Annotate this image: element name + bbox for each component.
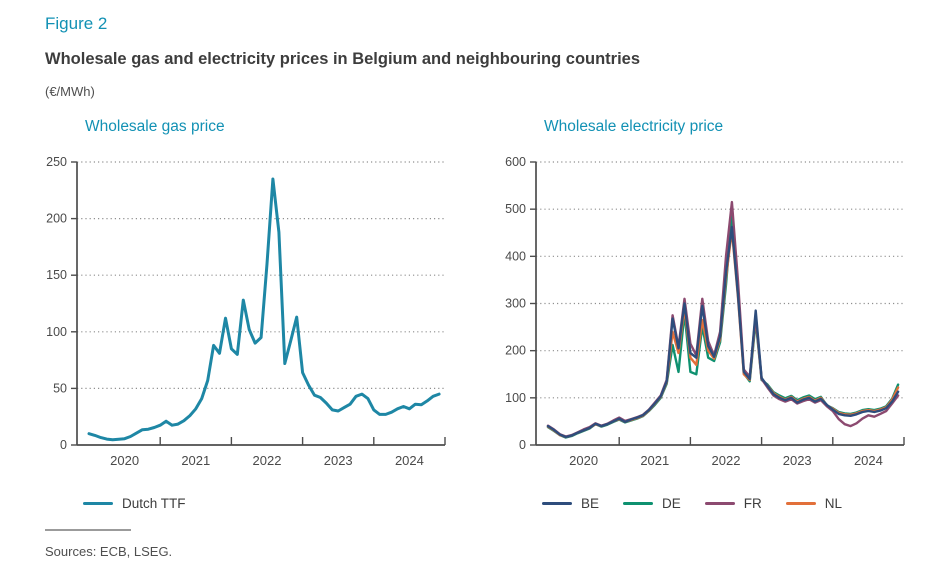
sources-text: Sources: ECB, LSEG. <box>45 544 173 559</box>
svg-text:2024: 2024 <box>854 453 883 468</box>
svg-text:2022: 2022 <box>253 453 282 468</box>
gas-price-chart: 0 50 100 150 200 250 2020 2021 2022 2023 2024 <box>46 155 446 468</box>
svg-text:2022: 2022 <box>712 453 741 468</box>
legend-label-nl: NL <box>824 496 843 511</box>
svg-text:0: 0 <box>519 438 526 452</box>
svg-text:100: 100 <box>505 391 526 405</box>
gas-legend: Dutch TTF <box>83 496 186 511</box>
svg-text:200: 200 <box>505 344 526 358</box>
svg-text:2024: 2024 <box>395 453 424 468</box>
legend-item-de: DE <box>623 496 681 511</box>
legend-swatch-de <box>623 501 654 506</box>
svg-text:2021: 2021 <box>640 453 669 468</box>
svg-text:500: 500 <box>505 202 526 216</box>
legend-item-dutch-ttf: Dutch TTF <box>83 496 186 511</box>
svg-text:600: 600 <box>505 155 526 169</box>
electricity-chart-panel: Wholesale electricity price 0 100 200 300 40… <box>500 112 940 532</box>
electricity-price-chart: 0 100 200 300 400 500 600 2020 2021 2022 2023 2024 <box>505 155 905 468</box>
svg-text:2023: 2023 <box>783 453 812 468</box>
svg-text:2020: 2020 <box>569 453 598 468</box>
electricity-chart-title: Wholesale electricity price <box>544 118 724 135</box>
gas-chart-panel: Wholesale gas price 0 50 100 150 200 250 2020 2… <box>41 112 481 532</box>
svg-text:250: 250 <box>46 155 67 169</box>
svg-text:2023: 2023 <box>324 453 353 468</box>
svg-text:100: 100 <box>46 325 67 339</box>
legend-swatch-fr <box>704 501 735 506</box>
figure-unit: (€/MWh) <box>45 84 95 99</box>
legend-label-be: BE <box>581 496 600 511</box>
svg-text:150: 150 <box>46 268 67 282</box>
legend-swatch-be <box>542 501 572 506</box>
electricity-legend: BE DE FR NL <box>542 496 842 511</box>
figure-label: Figure 2 <box>45 14 108 33</box>
legend-item-be: BE <box>542 496 599 511</box>
svg-text:200: 200 <box>46 212 67 226</box>
legend-swatch-nl <box>785 501 816 506</box>
svg-text:2021: 2021 <box>181 453 210 468</box>
svg-text:50: 50 <box>53 381 67 395</box>
figure-title: Wholesale gas and electricity prices in … <box>45 50 641 68</box>
legend-swatch-dutch-ttf <box>83 501 113 506</box>
footer-divider <box>45 529 131 531</box>
legend-label-fr: FR <box>743 496 762 511</box>
svg-text:300: 300 <box>505 297 526 311</box>
legend-item-fr: FR <box>704 496 762 511</box>
gas-chart-title: Wholesale gas price <box>85 118 225 135</box>
svg-text:400: 400 <box>505 249 526 263</box>
legend-label-de: DE <box>662 496 681 511</box>
legend-label-dutch-ttf: Dutch TTF <box>122 496 186 511</box>
legend-item-nl: NL <box>785 496 843 511</box>
svg-text:0: 0 <box>60 438 67 452</box>
svg-text:2020: 2020 <box>110 453 139 468</box>
